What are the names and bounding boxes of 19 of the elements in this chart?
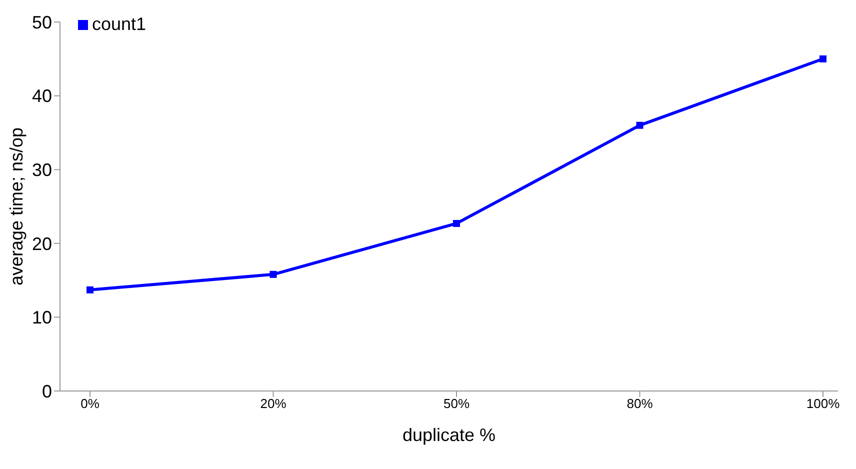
x-tick-label: 20% [260, 396, 287, 412]
y-tick-label: 10 [32, 308, 52, 328]
point [270, 270, 277, 278]
legend-label: count1 [92, 14, 146, 34]
y-tick-label: 30 [32, 160, 52, 180]
point [820, 55, 826, 62]
y-tick-label: 50 [32, 12, 52, 32]
point [86, 286, 94, 294]
y-tick-label: 40 [32, 86, 52, 106]
x-axis-title: duplicate % [402, 425, 496, 445]
y-axis-title: average time; ns/op [6, 127, 26, 286]
y-tick-label: 20 [32, 234, 52, 254]
point [453, 220, 460, 227]
point [636, 122, 644, 129]
x-tick-label: 100% [806, 396, 840, 412]
x-tick-label: 80% [626, 396, 654, 412]
x-tick-label: 50% [443, 396, 470, 412]
y-tick-label: 0 [42, 381, 52, 402]
x-tick-label: 0% [80, 396, 100, 412]
